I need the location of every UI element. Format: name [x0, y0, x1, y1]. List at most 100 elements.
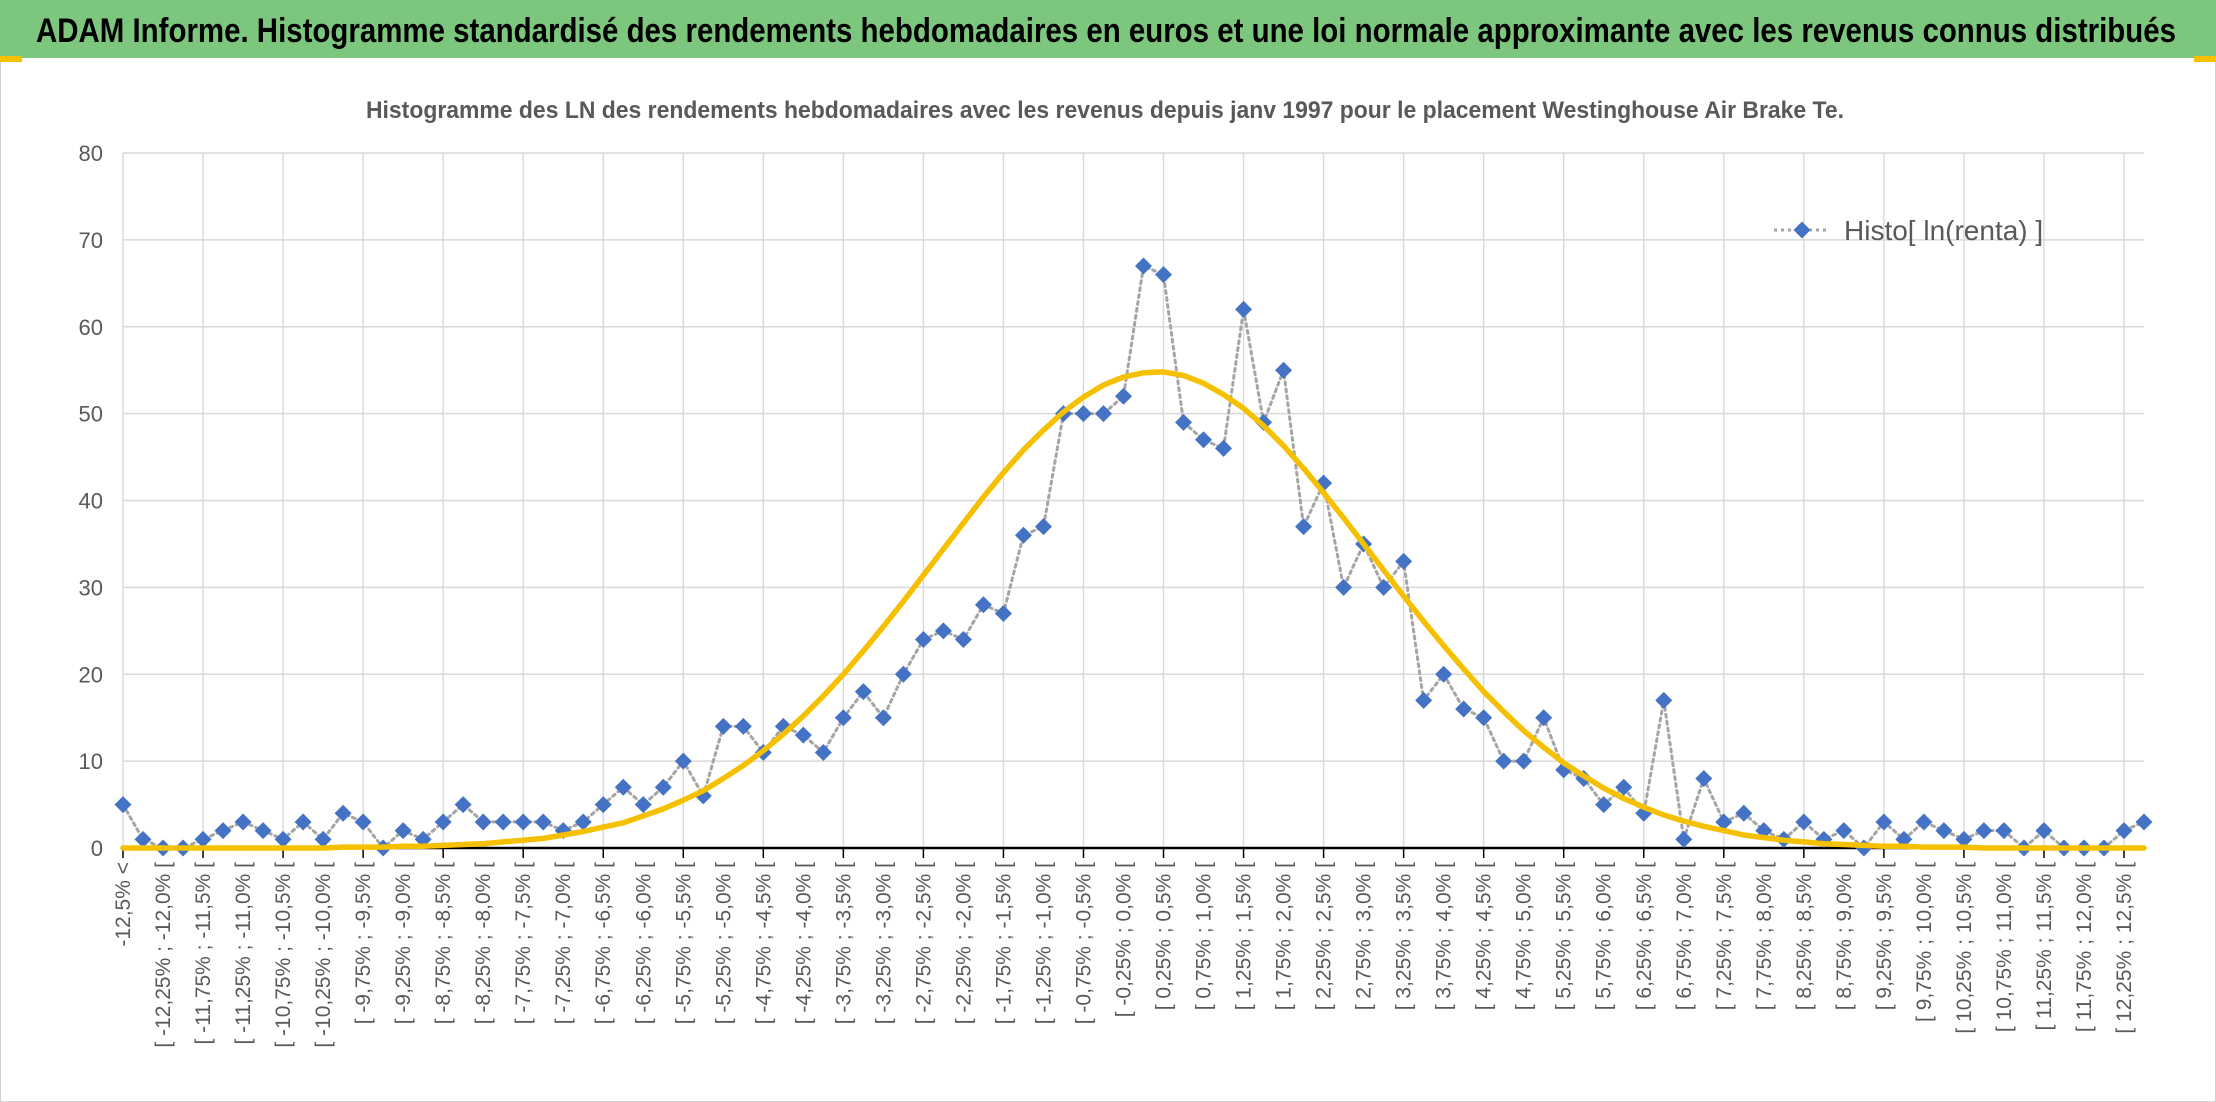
data-point [2135, 813, 2153, 831]
x-tick-label: [ 10,25% ; 10,5% [ [1953, 862, 1976, 1034]
x-tick-label: [ -1,75% ; -1,5% [ [992, 862, 1015, 1024]
data-point [1275, 361, 1293, 379]
y-tick-label: 70 [79, 228, 103, 253]
data-point [234, 813, 252, 831]
x-tick-label: [ -8,25% ; -8,0% [ [472, 862, 495, 1024]
data-point [1155, 266, 1173, 284]
data-point [1175, 413, 1193, 431]
data-point [1955, 830, 1973, 848]
x-tick-label: [ 6,25% ; 6,5% [ [1633, 862, 1656, 1010]
y-tick-label: 20 [79, 662, 103, 687]
data-point [534, 813, 552, 831]
data-point [1295, 518, 1313, 536]
data-point [634, 796, 652, 814]
x-tick-label: [ 3,25% ; 3,5% [ [1393, 862, 1416, 1010]
data-point [2115, 822, 2133, 840]
x-tick-label: [ -0,25% ; 0,0% [ [1112, 862, 1135, 1017]
data-point [314, 830, 332, 848]
x-tick-label: [ 10,75% ; 11,0% [ [1993, 862, 2016, 1032]
data-point [1094, 405, 1112, 423]
x-tick-label: [ 8,75% ; 9,0% [ [1833, 862, 1856, 1010]
data-point [254, 822, 272, 840]
data-point [734, 717, 752, 735]
x-tick-label: [ -9,25% ; -9,0% [ [392, 862, 415, 1024]
x-tick-label: [ 4,25% ; 4,5% [ [1473, 862, 1496, 1010]
data-point [1715, 813, 1733, 831]
x-tick-label: [ 0,25% ; 0,5% [ [1153, 862, 1176, 1010]
data-point [334, 804, 352, 822]
data-point [974, 596, 992, 614]
data-point [1034, 518, 1052, 536]
x-tick-label: [ 11,25% ; 11,5% [ [2033, 862, 2056, 1031]
data-point [494, 813, 512, 831]
x-tick-label: [ 5,25% ; 5,5% [ [1553, 862, 1576, 1010]
legend: Histo[ ln(renta) ] [1774, 215, 2043, 246]
x-tick-label: [ 0,75% ; 1,0% [ [1193, 862, 1216, 1010]
y-tick-label: 40 [79, 489, 103, 514]
x-tick-label: [ -4,75% ; -4,5% [ [752, 862, 775, 1024]
x-tick-label: [ -3,75% ; -3,5% [ [832, 862, 855, 1024]
data-point [1875, 813, 1893, 831]
x-tick-label: [ -0,75% ; -0,5% [ [1072, 862, 1095, 1024]
data-point [214, 822, 232, 840]
data-point [1995, 822, 2013, 840]
data-point [1195, 431, 1213, 449]
y-tick-label: 10 [79, 749, 103, 774]
x-tick-label: [ -8,75% ; -8,5% [ [432, 862, 455, 1024]
x-tick-label: [ 5,75% ; 6,0% [ [1593, 862, 1616, 1010]
data-point [1835, 822, 1853, 840]
header-bar [0, 0, 2216, 58]
x-tick-label: [ 7,25% ; 7,5% [ [1713, 862, 1736, 1010]
data-point [1014, 526, 1032, 544]
data-point [1655, 691, 1673, 709]
x-tick-label: [ -11,75% ; -11,5% [ [192, 862, 215, 1045]
x-tick-label: [ -4,25% ; -4,0% [ [792, 862, 815, 1024]
y-tick-label: 60 [79, 315, 103, 340]
data-point [1675, 830, 1693, 848]
data-point [114, 796, 132, 814]
normal-curve [120, 369, 2147, 851]
data-point [1135, 257, 1153, 275]
data-point [1415, 691, 1433, 709]
data-point [134, 830, 152, 848]
x-tick-label: [ 12,25% ; 12,5% [ [2113, 862, 2136, 1034]
y-tick-label: 80 [79, 141, 103, 166]
x-tick-label: [ -12,25% ; -12,0% [ [152, 862, 175, 1048]
data-point [434, 813, 452, 831]
x-tick-label: [ -2,25% ; -2,0% [ [952, 862, 975, 1024]
data-point [194, 830, 212, 848]
x-tick-label: [ -6,75% ; -6,5% [ [592, 862, 615, 1024]
x-tick-label: [ -6,25% ; -6,0% [ [632, 862, 655, 1024]
x-tick-label: [ 2,25% ; 2,5% [ [1313, 862, 1336, 1010]
data-point [514, 813, 532, 831]
data-point [454, 796, 472, 814]
series-1 [120, 369, 2147, 851]
data-point [1935, 822, 1953, 840]
x-tick-label: [ -11,25% ; -11,0% [ [232, 862, 255, 1045]
data-point [834, 709, 852, 727]
legend-marker [1793, 221, 1811, 239]
corner-accent [2194, 56, 2216, 62]
x-tick-label: -12,5% < [112, 862, 135, 947]
data-point [1335, 578, 1353, 596]
x-tick-label: [ -5,75% ; -5,5% [ [672, 862, 695, 1024]
data-point [2035, 822, 2053, 840]
data-point [294, 813, 312, 831]
x-tick-label: [ -1,25% ; -1,0% [ [1032, 862, 1055, 1024]
data-point [1695, 770, 1713, 787]
data-point [954, 631, 972, 648]
x-tick-label: [ -2,75% ; -2,5% [ [912, 862, 935, 1024]
x-tick-label: [ 1,25% ; 1,5% [ [1233, 862, 1256, 1010]
data-point [354, 813, 372, 831]
y-tick-label: 0 [91, 836, 103, 861]
data-point [674, 752, 692, 770]
data-point [1114, 387, 1132, 405]
data-point [1975, 822, 1993, 840]
data-point [934, 622, 952, 640]
y-tick-label: 30 [79, 575, 103, 600]
x-tick-label: [ 11,75% ; 12,0% [ [2073, 862, 2096, 1032]
data-point [1595, 796, 1613, 814]
data-point [1215, 439, 1233, 457]
data-point [1435, 665, 1453, 683]
